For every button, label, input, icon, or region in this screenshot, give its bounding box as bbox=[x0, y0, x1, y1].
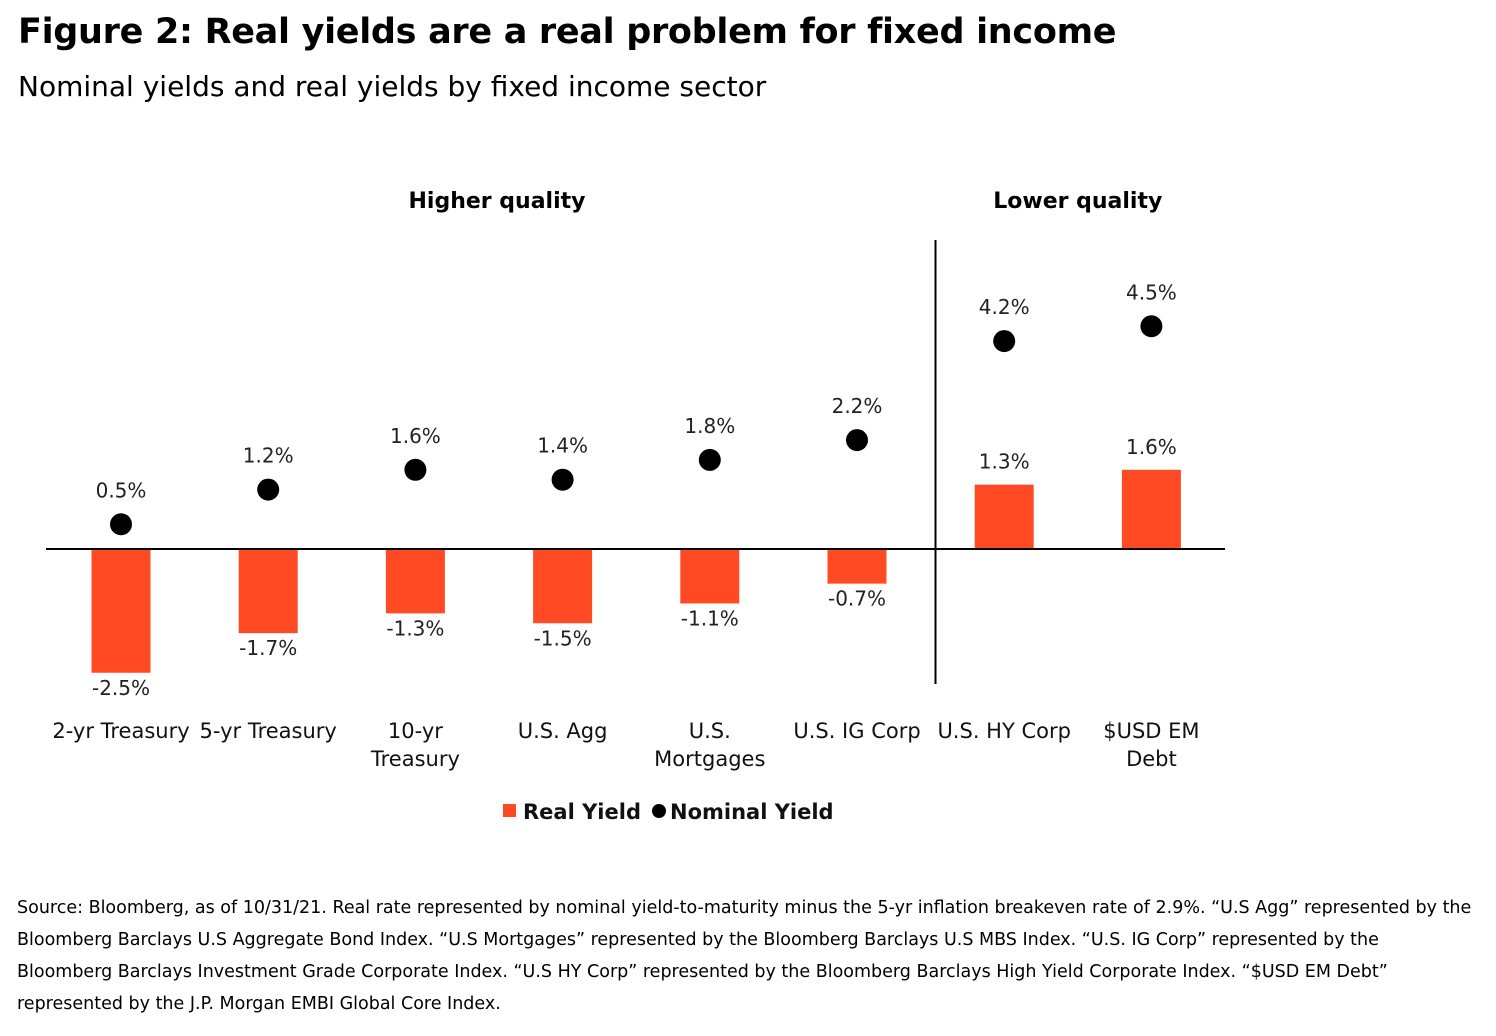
real-yield-label: -0.7% bbox=[828, 587, 886, 611]
nominal-yield-dot bbox=[110, 513, 132, 536]
nominal-yield-dots bbox=[110, 315, 1163, 536]
real-yield-bar bbox=[827, 549, 887, 584]
nominal-yield-dot bbox=[257, 478, 280, 501]
nominal-yield-dot bbox=[993, 330, 1016, 353]
real-yield-label: -1.5% bbox=[534, 626, 592, 650]
real-yield-bars bbox=[91, 469, 1181, 673]
group-label: Higher quality bbox=[409, 189, 586, 214]
category-label: $USD EM bbox=[1103, 719, 1199, 743]
real-yield-label: 1.3% bbox=[979, 450, 1030, 474]
category-label: U.S. bbox=[689, 719, 731, 743]
value-labels: -2.5% 0.5% -1.7% 1.2% -1.3% 1.6% -1.5% 1.4% -1.1… bbox=[92, 280, 1177, 700]
category-label: Debt bbox=[1126, 747, 1177, 771]
real-yield-bar bbox=[91, 549, 151, 673]
nominal-yield-label: 1.4% bbox=[537, 434, 588, 458]
category-label: 2-yr Treasury bbox=[52, 719, 189, 743]
category-label: U.S. HY Corp bbox=[937, 719, 1071, 743]
category-label: Treasury bbox=[370, 747, 460, 771]
category-label: U.S. Agg bbox=[518, 719, 608, 743]
real-yield-label: -1.3% bbox=[386, 616, 444, 640]
real-yield-bar bbox=[238, 549, 298, 634]
chart-legend: Real Yield Nominal Yield bbox=[503, 800, 834, 824]
figure-title: Figure 2: Real yields are a real problem… bbox=[18, 12, 1117, 52]
nominal-yield-label: 2.2% bbox=[832, 394, 883, 418]
real-yield-label: -1.7% bbox=[239, 636, 297, 660]
category-label: 5-yr Treasury bbox=[200, 719, 337, 743]
nominal-yield-label: 1.6% bbox=[390, 424, 441, 448]
group-labels: Higher quality Lower quality bbox=[409, 189, 1163, 214]
nominal-yield-dot bbox=[551, 468, 574, 491]
figure-subtitle: Nominal yields and real yields by fixed … bbox=[18, 70, 767, 103]
real-yield-bar bbox=[533, 549, 593, 624]
real-yield-label: -1.1% bbox=[681, 606, 739, 630]
nominal-yield-label: 4.5% bbox=[1126, 280, 1177, 304]
category-label: 10-yr bbox=[388, 719, 443, 743]
group-label: Lower quality bbox=[993, 189, 1162, 214]
real-yield-label: 1.6% bbox=[1126, 435, 1177, 459]
real-yield-bar bbox=[974, 484, 1034, 549]
category-labels: 2-yr Treasury 5-yr Treasury 10-yr Treasury U… bbox=[52, 719, 1199, 771]
nominal-yield-label: 1.8% bbox=[684, 414, 735, 438]
category-label: U.S. IG Corp bbox=[793, 719, 920, 743]
nominal-yield-dot bbox=[404, 458, 427, 481]
nominal-yield-dot bbox=[698, 448, 721, 471]
legend-swatch-nominal-yield bbox=[652, 804, 666, 818]
source-note: Source: Bloomberg, as of 10/31/21. Real … bbox=[17, 898, 1472, 1014]
nominal-yield-label: 0.5% bbox=[96, 478, 147, 502]
legend-label-real-yield: Real Yield bbox=[523, 800, 641, 824]
real-yield-label: -2.5% bbox=[92, 676, 150, 700]
nominal-yield-label: 4.2% bbox=[979, 295, 1030, 319]
nominal-yield-label: 1.2% bbox=[243, 444, 294, 468]
legend-label-nominal-yield: Nominal Yield bbox=[670, 800, 834, 824]
category-label: Mortgages bbox=[654, 747, 765, 771]
real-yield-bar bbox=[680, 549, 740, 604]
real-yield-bar bbox=[385, 549, 445, 614]
nominal-yield-dot bbox=[846, 429, 868, 452]
yield-chart: Higher quality Lower quality -2.5% 0.5% -1.… bbox=[46, 189, 1225, 824]
legend-swatch-real-yield bbox=[503, 804, 516, 817]
nominal-yield-dot bbox=[1140, 315, 1163, 338]
real-yield-bar bbox=[1121, 469, 1181, 549]
